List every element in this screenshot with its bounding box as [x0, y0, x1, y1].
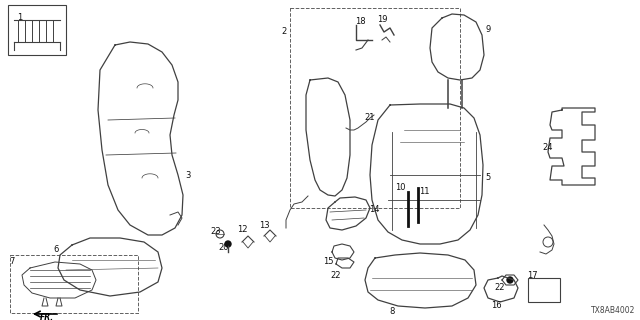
Text: 8: 8	[389, 308, 395, 316]
Text: 21: 21	[365, 114, 375, 123]
Text: 5: 5	[485, 173, 491, 182]
Bar	[10, 255, 138, 313]
Text: 15: 15	[323, 258, 333, 267]
Text: 20: 20	[219, 244, 229, 252]
Text: 7: 7	[10, 258, 15, 267]
Text: 9: 9	[485, 26, 491, 35]
Text: 1: 1	[17, 13, 22, 22]
Text: 22: 22	[495, 284, 505, 292]
Text: 19: 19	[377, 15, 387, 25]
Text: FR.: FR.	[40, 313, 54, 320]
Circle shape	[507, 277, 513, 283]
Text: 2: 2	[282, 28, 287, 36]
Text: 3: 3	[186, 171, 191, 180]
Text: TX8AB4002: TX8AB4002	[591, 306, 635, 315]
Text: 11: 11	[419, 188, 429, 196]
Text: 24: 24	[543, 143, 553, 153]
Text: 10: 10	[395, 183, 405, 193]
Bar	[290, 8, 460, 208]
Bar	[8, 5, 66, 55]
Text: 6: 6	[53, 245, 59, 254]
Text: 18: 18	[355, 18, 365, 27]
Text: 16: 16	[491, 300, 501, 309]
Text: 14: 14	[369, 205, 380, 214]
Text: 23: 23	[211, 228, 221, 236]
Circle shape	[225, 241, 231, 247]
Text: 22: 22	[331, 271, 341, 281]
Text: 13: 13	[259, 220, 269, 229]
Bar	[528, 278, 560, 302]
Text: 12: 12	[237, 226, 247, 235]
Text: 17: 17	[527, 270, 538, 279]
